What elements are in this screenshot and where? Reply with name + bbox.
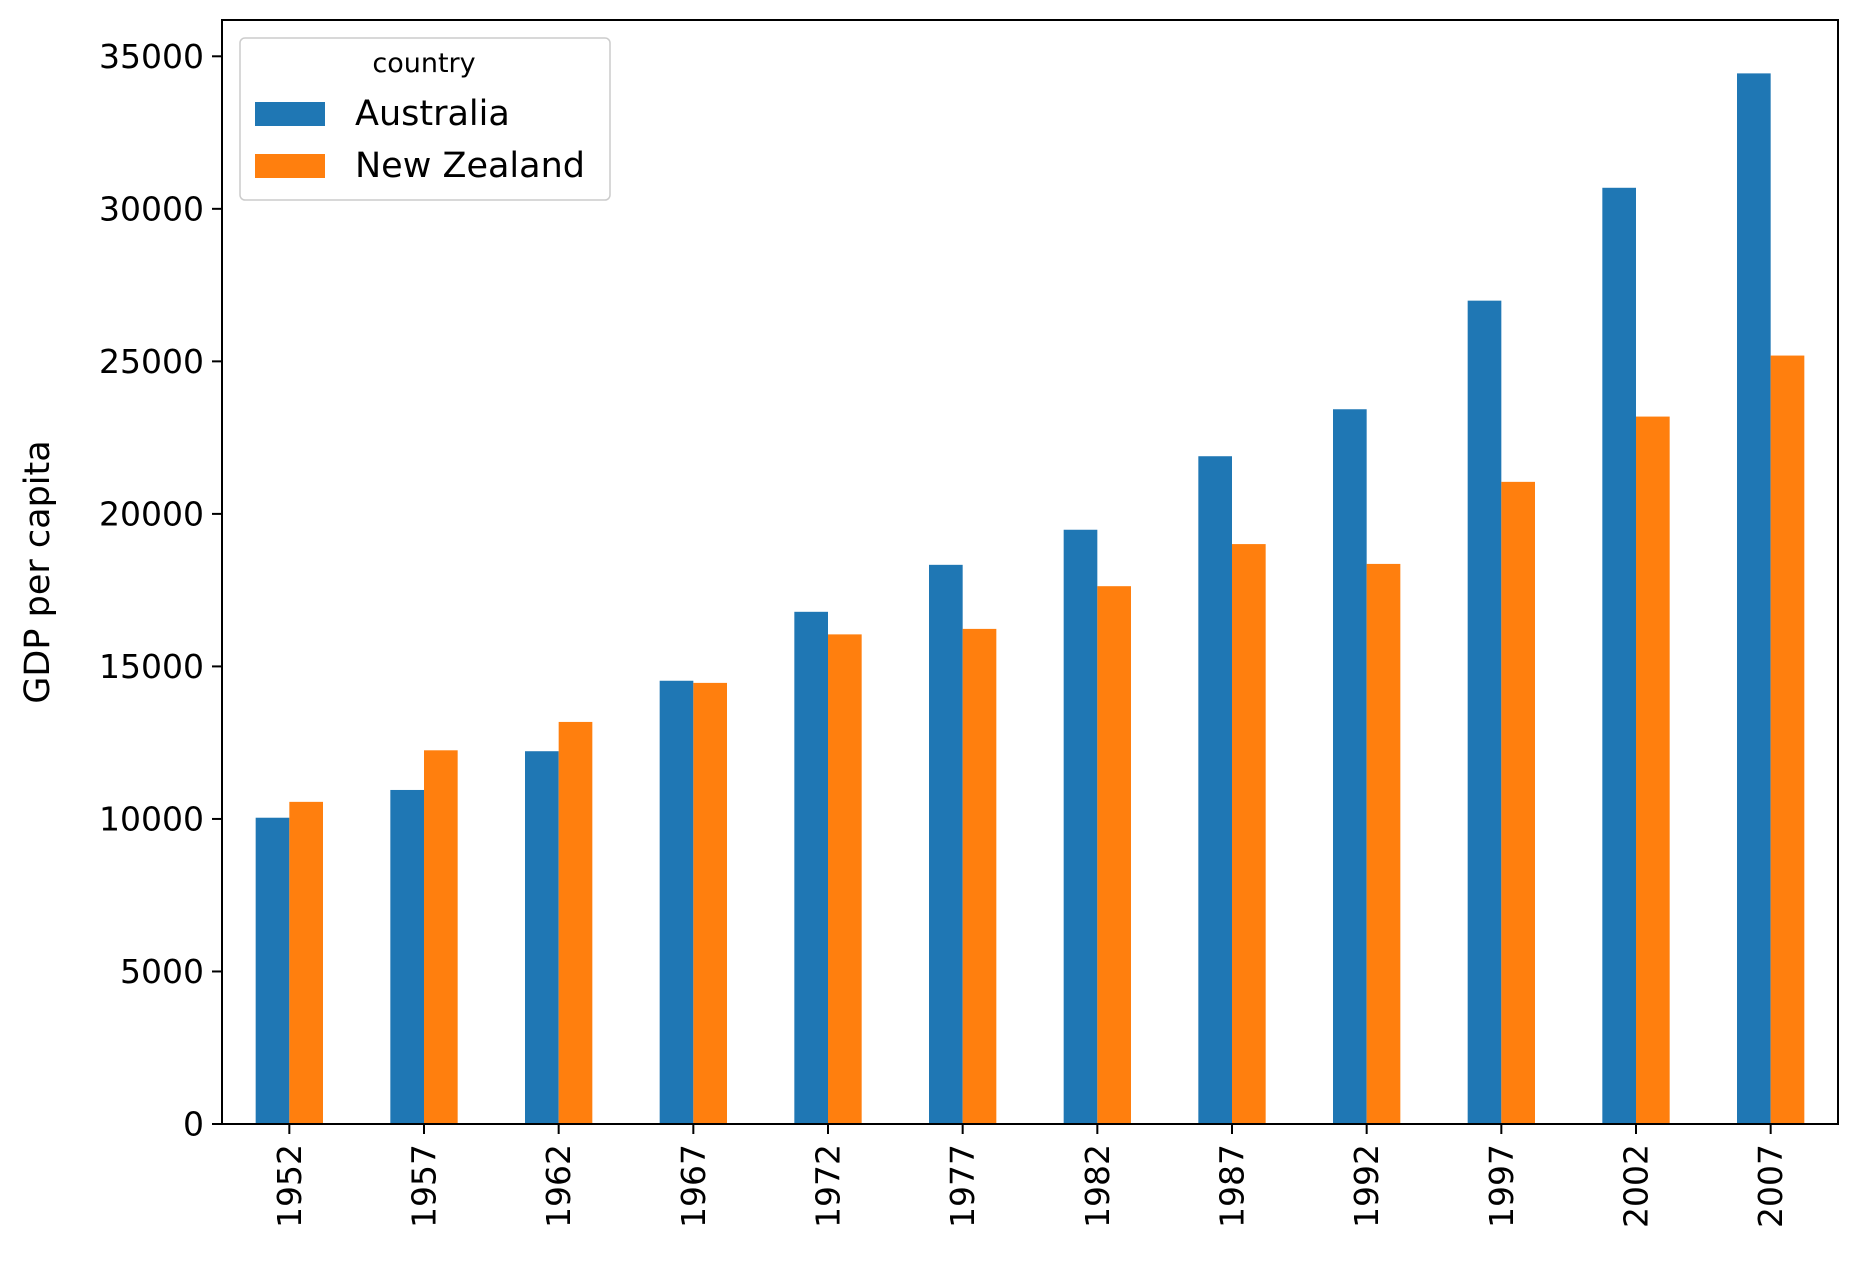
x-tick-label: 1977 [943,1144,982,1228]
y-axis-label: GDP per capita [18,440,58,703]
bar-australia-1962 [525,751,559,1124]
y-axis: 0 5000 10000 15000 20000 25000 30000 35000 [99,37,222,1144]
bar-australia-1997 [1467,300,1502,1124]
y-tick-label: 30000 [99,189,204,228]
bar-australia-2007 [1737,73,1771,1125]
bar-new-zealand-1987 [1232,544,1266,1124]
legend-items: Australia New Zealand [255,94,585,186]
bar-new-zealand-1952 [289,801,323,1124]
bar-australia-1957 [390,789,424,1124]
x-tick-label: 1962 [539,1144,578,1228]
y-tick-label: 15000 [99,647,204,686]
bar-new-zealand-1962 [558,721,593,1124]
y-tick-label: 35000 [99,37,204,76]
bar-new-zealand-1992 [1366,563,1401,1124]
bars-layer [255,73,1805,1125]
x-axis: 1952 1957 1962 1967 1972 1977 1982 1987 1992 1997… [270,1124,1790,1228]
bar-new-zealand-1982 [1097,586,1131,1124]
bar-new-zealand-2007 [1770,355,1805,1124]
x-tick-label: 2002 [1617,1144,1656,1228]
bar-new-zealand-1957 [424,750,458,1124]
x-tick-label: 1997 [1482,1144,1521,1228]
bar-new-zealand-1972 [828,634,862,1124]
bar-australia-1992 [1333,409,1367,1124]
bar-new-zealand-1977 [962,628,997,1124]
bar-australia-1972 [794,611,828,1124]
bar-australia-1977 [929,564,963,1124]
legend[interactable]: country Australia New Zealand [239,37,611,201]
legend-label-australia: Australia [355,94,510,134]
legend-swatch-australia [255,102,325,126]
bar-australia-1987 [1198,456,1232,1124]
y-tick-label: 10000 [99,799,204,838]
x-tick-label: 1967 [674,1144,713,1228]
bar-australia-1982 [1063,529,1098,1124]
bar-australia-1967 [659,680,694,1124]
legend-label-new-zealand: New Zealand [355,146,585,186]
x-tick-label: 1952 [270,1144,309,1228]
x-tick-label: 1987 [1213,1144,1252,1228]
y-tick-label: 5000 [120,952,204,991]
legend-title: country [372,48,475,79]
x-tick-label: 1972 [809,1144,848,1228]
x-tick-label: 1957 [405,1144,444,1228]
x-tick-label: 2007 [1751,1144,1790,1228]
bar-new-zealand-1997 [1501,481,1535,1124]
x-tick-label: 1982 [1078,1144,1117,1228]
y-tick-label: 25000 [99,342,204,381]
bar-australia-2002 [1602,187,1636,1125]
bar-new-zealand-1967 [693,682,727,1124]
y-tick-label: 20000 [99,494,204,533]
bar-australia-1952 [255,817,290,1124]
legend-swatch-new-zealand [255,154,325,178]
y-tick-label: 0 [183,1105,204,1144]
plot-frame [221,19,1839,1125]
legend-box [239,37,611,201]
bar-new-zealand-2002 [1636,416,1670,1125]
x-tick-label: 1992 [1347,1144,1386,1228]
